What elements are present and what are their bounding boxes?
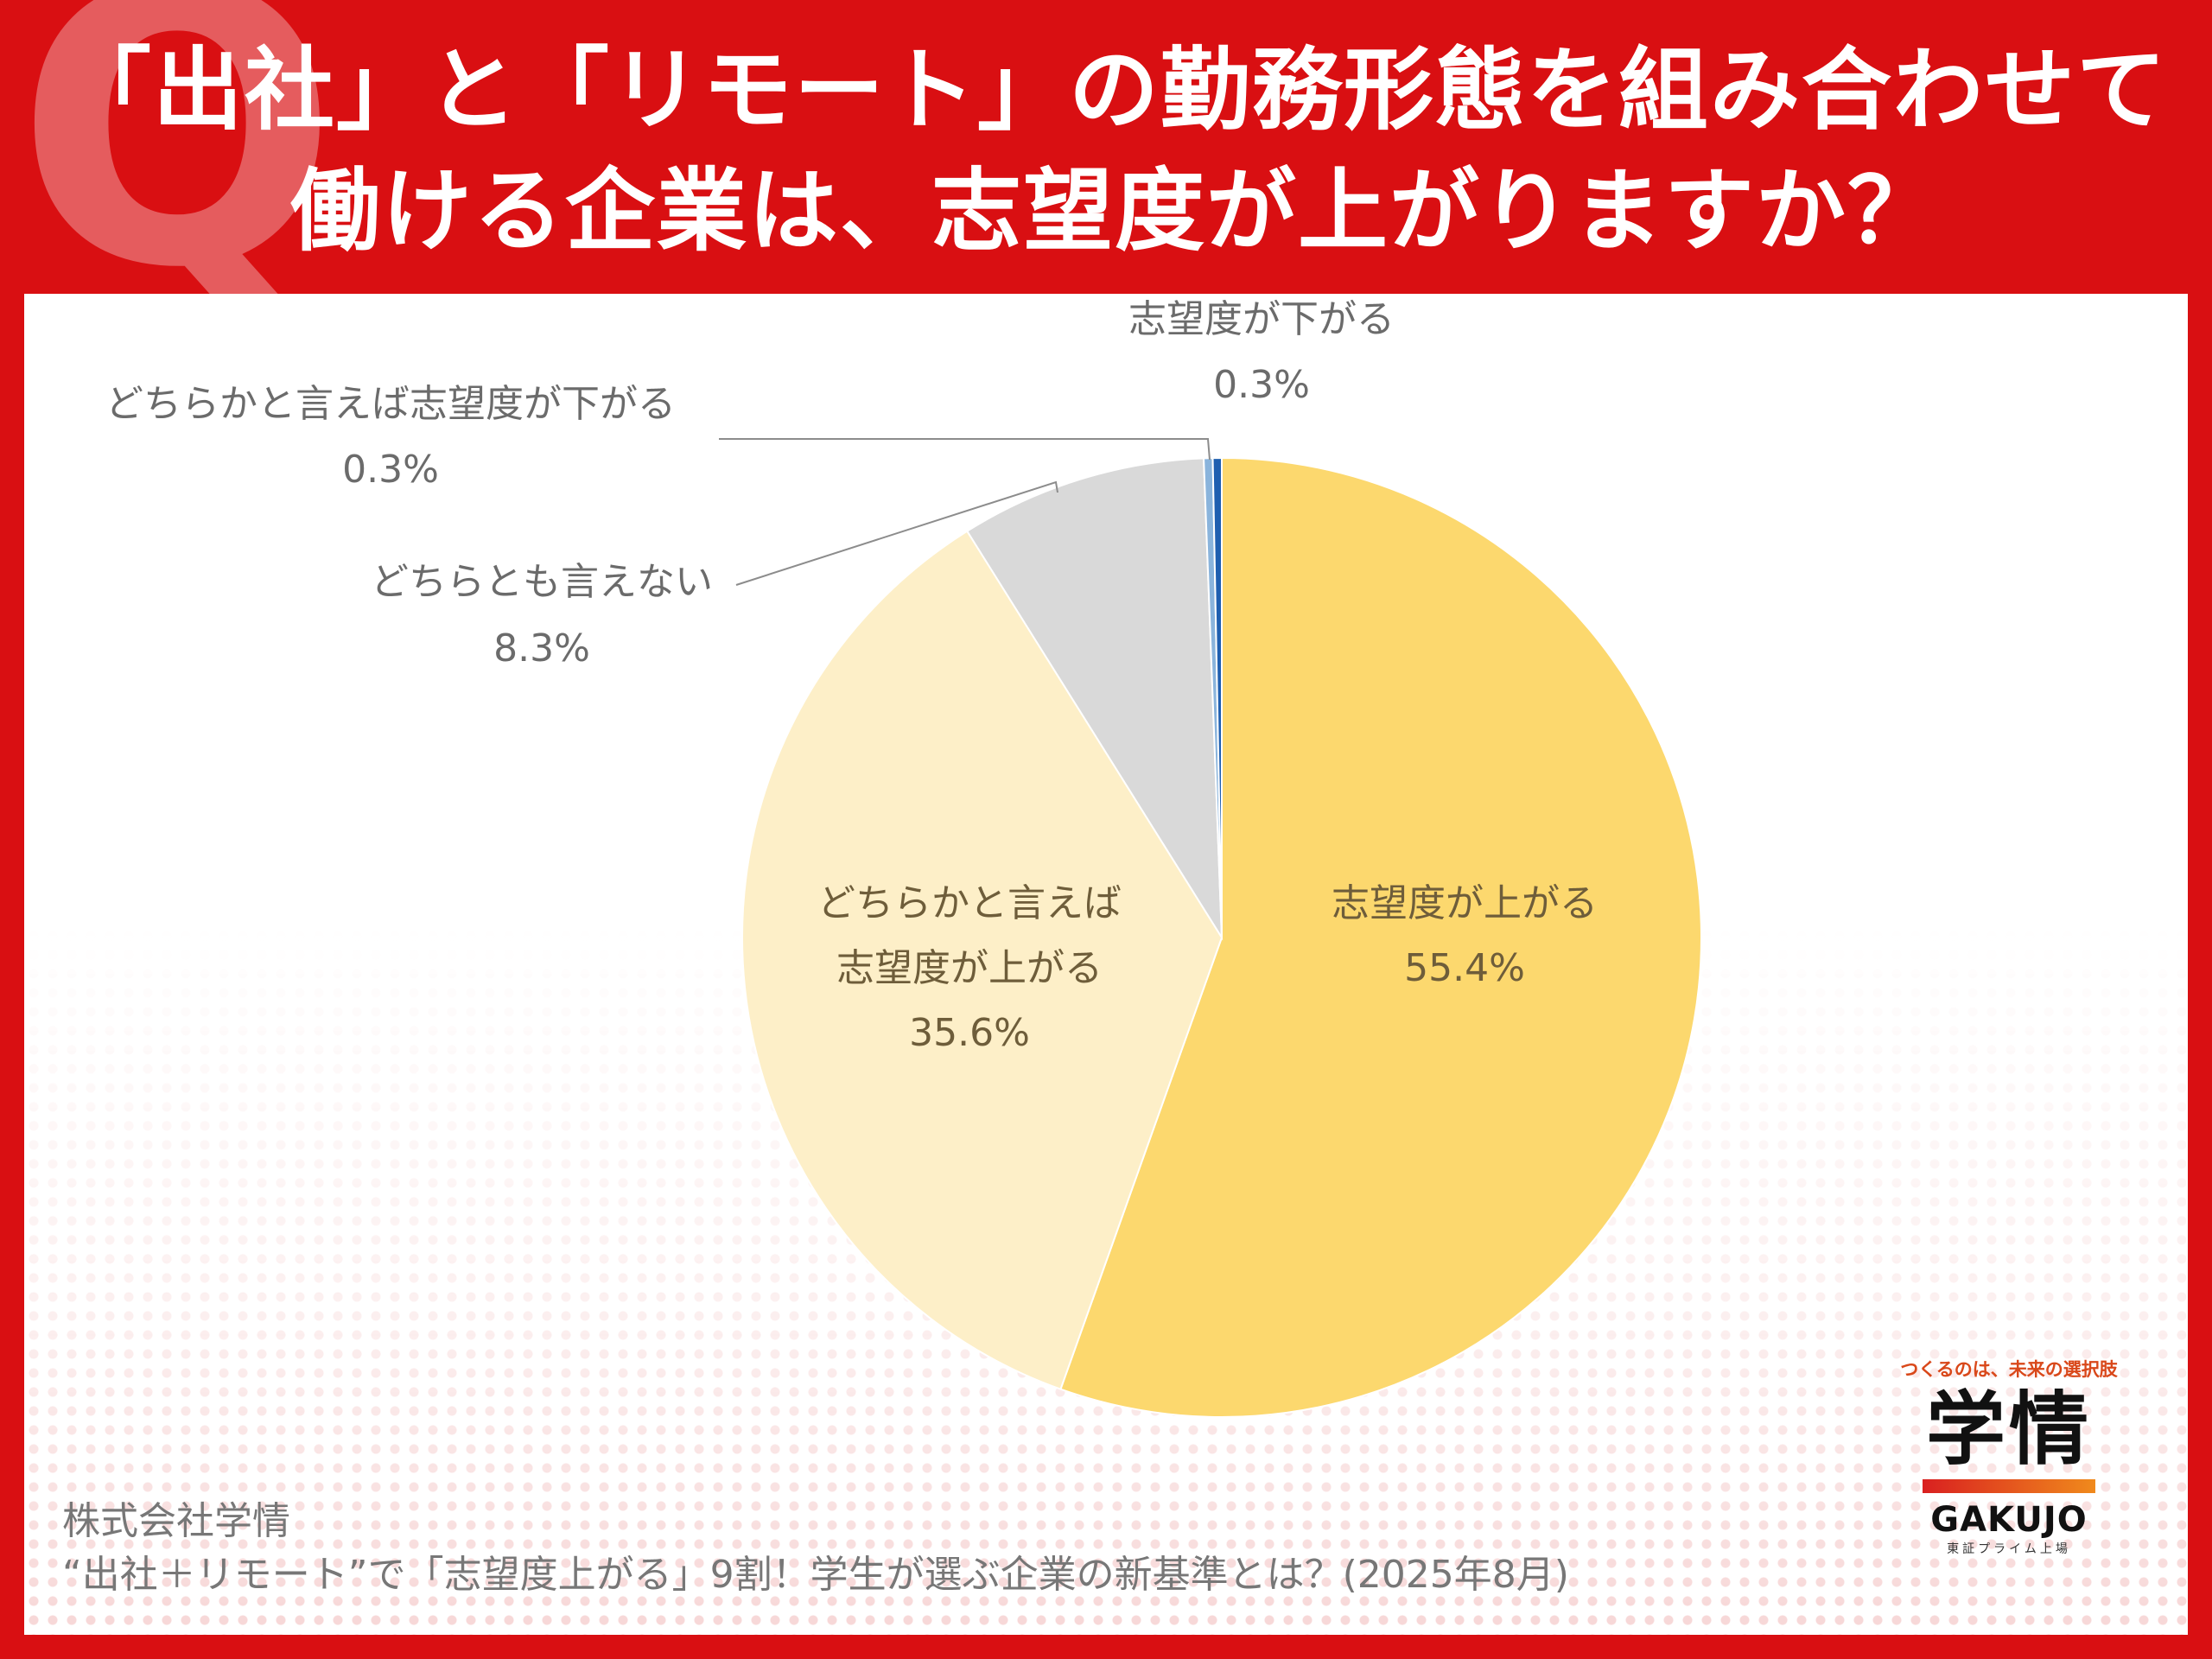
logo-subtitle: 東証プライム上場 — [1947, 1542, 2071, 1556]
label-up: 志望度が上がる — [1332, 881, 1598, 925]
value-slight-up: 35.6% — [909, 1011, 1030, 1055]
leader-lines — [719, 438, 1211, 586]
value-neutral: 8.3% — [493, 626, 590, 671]
value-slight-down: 0.3% — [342, 448, 439, 492]
slice-neutral — [965, 457, 1224, 941]
source-article: “出社＋リモート”で「志望度上がる」9割！学生が選ぶ企業の新基準とは？(2025… — [62, 1553, 1569, 1597]
source-note: 株式会社学情 “出社＋リモート”で「志望度上がる」9割！学生が選ぶ企業の新基準と… — [62, 1495, 1569, 1602]
value-down: 0.3% — [1213, 363, 1310, 407]
label-slight-down: どちらかと言えば志望度が下がる — [105, 382, 676, 426]
leader-line-slight-down — [719, 438, 1211, 461]
value-up: 55.4% — [1404, 946, 1525, 990]
q-mark-watermark: Q — [16, 0, 340, 351]
logo-kanji: 学情 — [1925, 1383, 2092, 1476]
label-neutral: どちらとも言えない — [371, 560, 713, 604]
label-down: 志望度が下がる — [1128, 297, 1395, 341]
leader-line-neutral — [735, 480, 1058, 586]
title-line-2: 働ける企業は、志望度が上がりますか？ — [289, 158, 1939, 264]
gakujo-logo: つくるのは、未来の選択肢 学情 GAKUJO 東証プライム上場 — [1892, 1357, 2126, 1590]
logo-name: GAKUJO — [1930, 1500, 2088, 1540]
label-slight-up-line1: どちらかと言えば — [817, 881, 1122, 925]
slice-slight-up — [741, 530, 1224, 1390]
slice-down — [1211, 456, 1223, 938]
label-slight-up-line2: 志望度が上がる — [836, 946, 1103, 990]
pie-slices — [741, 456, 1702, 1418]
page-title: 「出社」と「リモート」の勤務形態を組み合わせて 働ける企業は、志望度が上がります… — [52, 29, 2177, 271]
slice-up — [1059, 456, 1702, 1418]
logo-bar — [1923, 1479, 2095, 1493]
logo-tagline: つくるのは、未来の選択肢 — [1900, 1359, 2118, 1380]
source-company: 株式会社学情 — [62, 1499, 290, 1543]
title-line-1: 「出社」と「リモート」の勤務形態を組み合わせて — [60, 37, 2168, 143]
slice-labels: 志望度が上がる 55.4% どちらかと言えば 志望度が上がる 35.6% どちら… — [105, 297, 1598, 1055]
